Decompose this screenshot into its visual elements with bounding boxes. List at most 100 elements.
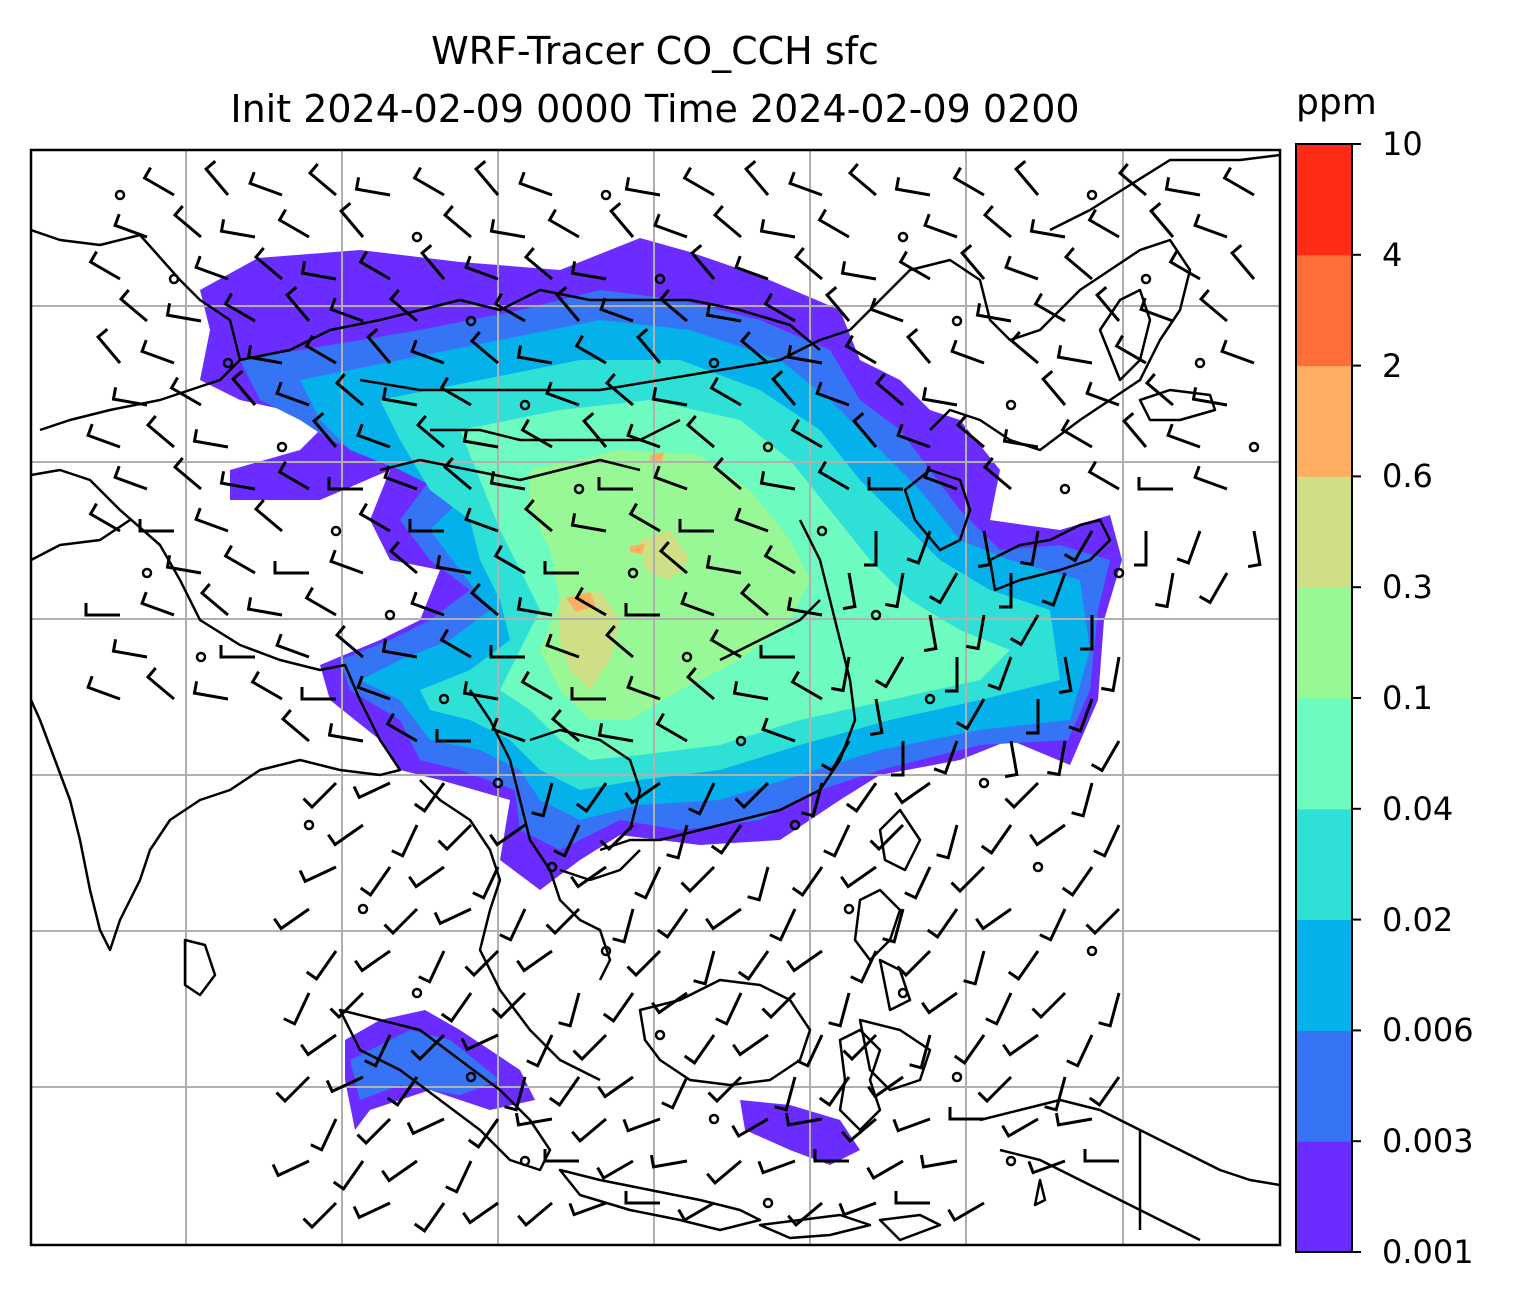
wind-barb xyxy=(473,160,500,196)
wind-barb xyxy=(1029,219,1066,239)
wind-barb xyxy=(334,625,364,659)
wind-barb xyxy=(838,1201,877,1217)
wind-barb-calm xyxy=(708,1113,720,1125)
wind-barb xyxy=(358,250,391,281)
wind-barb xyxy=(928,572,959,605)
wind-barb xyxy=(356,675,391,701)
wind-barb xyxy=(334,373,364,407)
wind-barb xyxy=(283,992,311,1026)
wind-barb-calm xyxy=(438,693,450,705)
wind-barb xyxy=(1176,530,1202,565)
wind-barb xyxy=(1198,572,1229,605)
wind-barb xyxy=(140,591,175,617)
wind-barb xyxy=(445,1160,473,1194)
wind-barb xyxy=(86,675,121,701)
wind-barb xyxy=(172,205,202,239)
wind-barb xyxy=(570,865,607,889)
wind-barb xyxy=(864,531,878,567)
wind-barb xyxy=(624,1191,660,1205)
wind-barb xyxy=(739,331,769,365)
wind-barb xyxy=(223,292,256,323)
wind-barb xyxy=(332,1160,365,1191)
wind-barb xyxy=(977,1075,1013,1104)
wind-barb xyxy=(553,824,581,858)
wind-barb xyxy=(906,530,932,565)
wind-barb xyxy=(739,583,769,617)
colorbar-tick-label: 0.3 xyxy=(1382,568,1433,607)
wind-barb xyxy=(1220,339,1255,365)
wind-barb xyxy=(194,255,229,281)
wind-barb xyxy=(689,244,716,280)
wind-barb xyxy=(1031,991,1067,1020)
wind-barb xyxy=(504,1076,527,1112)
wind-barb xyxy=(788,171,823,197)
wind-barb xyxy=(493,544,526,575)
wind-barb xyxy=(923,614,938,653)
wind-barb xyxy=(985,992,1013,1026)
wind-barb xyxy=(329,991,365,1020)
wind-barb xyxy=(1148,202,1175,238)
wind-barb xyxy=(732,1033,769,1057)
wind-barb xyxy=(1085,381,1120,407)
wind-barb xyxy=(1063,247,1093,281)
wind-barb xyxy=(604,625,634,659)
wind-barb xyxy=(273,907,310,931)
colorbar-swatch xyxy=(1296,919,1352,1031)
wind-barb-calm xyxy=(978,777,990,789)
wind-barb xyxy=(194,507,229,533)
wind-barb xyxy=(947,1201,985,1223)
wind-barb xyxy=(982,205,1012,239)
wind-barb xyxy=(680,865,716,894)
wind-barb xyxy=(418,950,446,984)
wind-barb xyxy=(1193,465,1228,491)
wind-barb xyxy=(165,555,202,575)
wind-barb xyxy=(950,339,985,365)
wind-barb-calm xyxy=(1086,189,1098,201)
wind-barb xyxy=(493,292,526,323)
wind-barb xyxy=(543,561,579,575)
map-title: WRF-Tracer CO_CCH sfc xyxy=(431,29,879,73)
wind-barb-calm xyxy=(411,987,423,999)
wind-barb-calm xyxy=(600,945,612,957)
wind-barb xyxy=(885,572,905,609)
wind-barb xyxy=(796,1034,824,1068)
wind-barb xyxy=(933,740,959,775)
wind-barb xyxy=(300,687,336,701)
wind-barb xyxy=(531,782,554,818)
wind-barb xyxy=(472,866,500,900)
wind-barb xyxy=(596,1159,634,1181)
wind-barb xyxy=(953,1034,986,1065)
wind-barb xyxy=(271,1159,310,1178)
wind-barb xyxy=(604,373,634,407)
wind-barb xyxy=(656,908,689,939)
wind-barb xyxy=(882,908,905,944)
wind-barb xyxy=(975,907,1012,931)
wind-barb xyxy=(491,991,527,1020)
wind-barb xyxy=(550,709,580,743)
wind-barb xyxy=(602,992,635,1023)
wind-barb xyxy=(661,1076,689,1110)
wind-barb xyxy=(467,1118,500,1149)
wind-barb xyxy=(706,1159,742,1186)
wind-barb xyxy=(1198,289,1228,323)
wind-barb xyxy=(381,639,418,659)
wind-barb xyxy=(412,166,445,197)
wind-barb xyxy=(761,991,797,1020)
wind-barb xyxy=(831,656,851,693)
wind-barb xyxy=(250,670,283,701)
wind-barb xyxy=(329,297,364,323)
wind-barb xyxy=(655,712,688,743)
wind-barb xyxy=(571,1117,607,1144)
wind-barb xyxy=(462,429,499,449)
wind-barb xyxy=(385,712,418,743)
wind-barb xyxy=(734,781,770,810)
wind-barb xyxy=(867,477,903,491)
wind-barb xyxy=(712,457,742,491)
wind-barb xyxy=(1026,699,1040,735)
wind-barb xyxy=(963,950,986,986)
wind-barb xyxy=(88,502,121,533)
colorbar-tick-label: 2 xyxy=(1382,346,1403,385)
wind-barb xyxy=(936,824,959,860)
wind-barb xyxy=(769,908,797,942)
wind-barb xyxy=(554,286,581,322)
